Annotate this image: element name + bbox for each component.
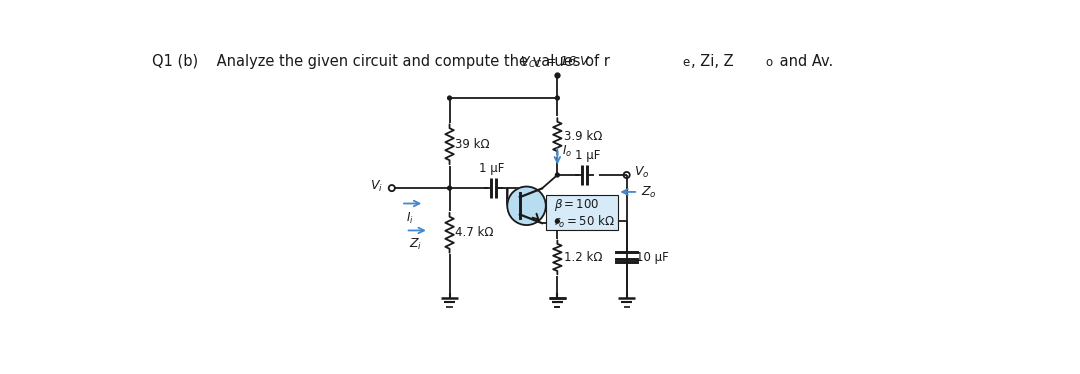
Text: e: e <box>683 56 690 69</box>
Text: $I_o$: $I_o$ <box>562 144 572 159</box>
FancyBboxPatch shape <box>545 195 618 230</box>
Text: $I_i$: $I_i$ <box>406 211 414 226</box>
Circle shape <box>555 96 559 100</box>
Text: and Av.: and Av. <box>775 54 834 69</box>
Text: 4.7 kΩ: 4.7 kΩ <box>455 226 494 239</box>
Text: 3.9 kΩ: 3.9 kΩ <box>564 130 602 143</box>
Text: , Zi, Z: , Zi, Z <box>690 54 733 69</box>
Text: $V_i$: $V_i$ <box>369 179 382 194</box>
Circle shape <box>447 186 451 190</box>
Text: $V_o$: $V_o$ <box>634 165 650 180</box>
Text: 39 kΩ: 39 kΩ <box>455 138 489 151</box>
Text: Q1 (b)    Analyze the given circuit and compute the values of r: Q1 (b) Analyze the given circuit and com… <box>151 54 609 69</box>
Text: 1 μF: 1 μF <box>576 149 600 162</box>
Circle shape <box>555 173 559 177</box>
Text: $Z_o$: $Z_o$ <box>640 184 657 199</box>
Circle shape <box>447 96 451 100</box>
Text: $V_{CC}$ = 16 V: $V_{CC}$ = 16 V <box>521 55 591 70</box>
Circle shape <box>508 187 545 225</box>
Text: o: o <box>766 56 772 69</box>
Text: $\beta = 100$: $\beta = 100$ <box>554 197 599 213</box>
Text: 1.2 kΩ: 1.2 kΩ <box>564 251 602 264</box>
Text: $r_o = 50$ k$\Omega$: $r_o = 50$ k$\Omega$ <box>554 214 615 230</box>
Text: 10 μF: 10 μF <box>636 251 669 264</box>
Circle shape <box>555 219 559 223</box>
Text: $Z_i$: $Z_i$ <box>408 237 422 252</box>
Text: 1 μF: 1 μF <box>480 162 504 175</box>
